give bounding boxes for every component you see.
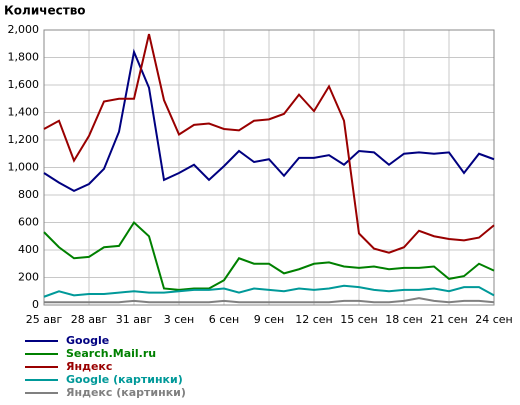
x-tick-label: 31 авг <box>116 313 153 326</box>
x-tick-label: 21 сен <box>430 313 468 326</box>
y-tick-label: 1,200 <box>8 133 40 146</box>
y-tick-label: 0 <box>32 298 39 311</box>
x-tick-label: 28 авг <box>71 313 108 326</box>
legend-label: Google (картинки) <box>66 373 183 386</box>
x-tick-label: 3 сен <box>164 313 195 326</box>
legend-label: Google <box>66 334 109 347</box>
x-tick-label: 25 авг <box>26 313 63 326</box>
series-line <box>43 220 495 291</box>
x-tick-label: 9 сен <box>254 313 285 326</box>
series-line <box>43 48 495 192</box>
y-tick-label: 600 <box>18 216 39 229</box>
legend-label: Яндекс <box>66 360 112 373</box>
x-tick-label: 24 сен <box>475 313 513 326</box>
plot-frame <box>43 29 495 306</box>
y-tick-label: 1,400 <box>8 106 40 119</box>
series-line <box>43 33 495 254</box>
x-tick-label: 15 сен <box>340 313 378 326</box>
axis-title: Количество <box>4 4 86 18</box>
y-tick-label: 1,000 <box>8 161 40 174</box>
y-tick-label: 1,600 <box>8 78 40 91</box>
x-tick-label: 18 сен <box>385 313 423 326</box>
x-tick-label: 12 сен <box>295 313 333 326</box>
legend-label: Яндекс (картинки) <box>66 386 186 399</box>
y-tick-label: 2,000 <box>8 23 40 36</box>
series-line <box>43 284 495 298</box>
y-tick-label: 800 <box>18 188 39 201</box>
series-line <box>44 297 495 304</box>
x-tick-label: 6 сен <box>209 313 240 326</box>
y-tick-label: 400 <box>18 243 39 256</box>
y-tick-label: 200 <box>18 271 39 284</box>
legend-label: Search.Mail.ru <box>66 347 156 360</box>
y-tick-label: 1,800 <box>8 51 40 64</box>
